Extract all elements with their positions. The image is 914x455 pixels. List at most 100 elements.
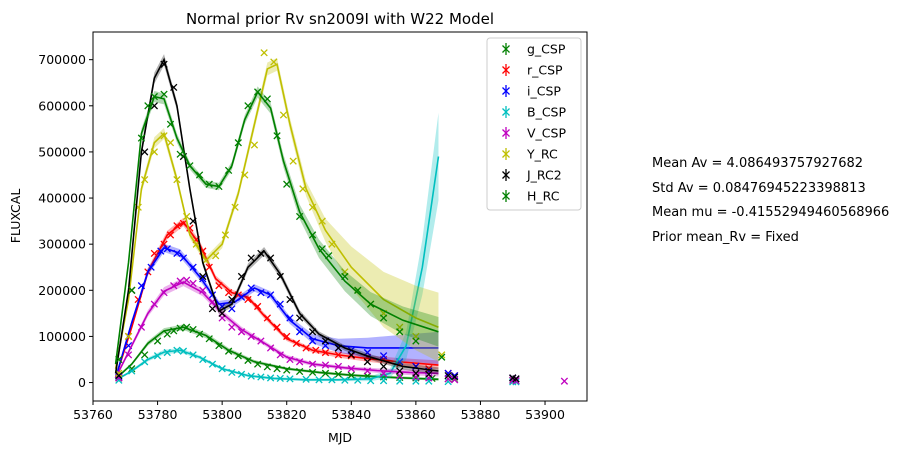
data-point [153, 352, 162, 360]
point-stroke [212, 252, 220, 260]
point-stroke [215, 182, 223, 191]
point-stroke [266, 344, 275, 352]
point-stroke [182, 212, 191, 221]
data-point [266, 254, 275, 262]
data-point [412, 369, 420, 377]
point-stroke [173, 346, 181, 354]
point-stroke [182, 276, 191, 284]
data-point [202, 256, 210, 264]
point-stroke [215, 282, 223, 290]
data-point [263, 363, 272, 371]
data-point [189, 279, 197, 288]
x-tick-label: 53880 [461, 407, 501, 422]
data-point [295, 314, 304, 322]
data-point [244, 295, 252, 304]
point-stroke [124, 351, 133, 359]
data-point [250, 141, 259, 149]
point-stroke [257, 288, 265, 297]
data-point [302, 375, 310, 383]
x-tick-label: 53760 [73, 407, 113, 422]
point-stroke [150, 102, 159, 110]
data-point [438, 351, 446, 359]
point-stroke [295, 328, 304, 336]
data-point [425, 365, 433, 373]
point-stroke [512, 375, 520, 383]
point-stroke [257, 373, 265, 381]
data-point [270, 58, 278, 66]
data-point [189, 263, 197, 271]
point-stroke [283, 366, 291, 374]
data-point [312, 346, 320, 354]
data-point [308, 368, 317, 377]
point-stroke [341, 376, 349, 384]
point-stroke [273, 323, 281, 331]
data-point [254, 88, 262, 96]
point-stroke [153, 337, 162, 345]
data-point [199, 272, 207, 281]
data-point [205, 263, 213, 271]
point-stroke [160, 240, 168, 248]
prior-text: Prior mean_Rv = Fixed [652, 229, 799, 245]
data-point [379, 314, 388, 322]
point-stroke [286, 375, 294, 383]
data-point [170, 282, 178, 290]
data-point [302, 344, 310, 352]
data-point [379, 352, 388, 360]
point-stroke [141, 148, 149, 156]
point-stroke [379, 377, 388, 385]
point-stroke [173, 175, 181, 184]
series-J_RC2 [114, 54, 520, 383]
data-point [292, 339, 301, 348]
point-stroke [299, 185, 307, 193]
data-point [254, 360, 262, 368]
point-stroke [295, 358, 304, 366]
data-point [276, 374, 284, 383]
point-stroke [176, 277, 184, 285]
point-stroke [334, 351, 343, 359]
point-stroke [157, 247, 165, 255]
data-point [234, 352, 242, 360]
point-stroke [438, 353, 446, 361]
data-point [444, 375, 452, 383]
point-stroke [308, 231, 317, 239]
point-stroke [341, 272, 349, 281]
data-point [334, 351, 343, 359]
point-stroke [312, 346, 320, 354]
data-point [128, 367, 136, 375]
data-point [341, 272, 349, 281]
point-stroke [182, 323, 191, 331]
point-stroke [444, 375, 452, 383]
data-point [176, 277, 184, 285]
point-stroke [292, 339, 301, 348]
point-stroke [266, 291, 275, 299]
point-stroke [205, 263, 213, 271]
point-stroke [163, 245, 171, 253]
uncertainty-band [115, 86, 439, 367]
y-tick-label: 400000 [38, 191, 86, 206]
point-stroke [234, 139, 242, 147]
point-stroke [247, 332, 255, 341]
point-stroke [302, 344, 310, 352]
point-stroke [266, 374, 275, 382]
data-point [325, 252, 333, 260]
data-point [179, 254, 188, 262]
point-stroke [263, 314, 272, 322]
point-stroke [224, 288, 233, 297]
data-point [289, 157, 297, 165]
point-stroke [289, 157, 297, 165]
point-stroke [444, 371, 452, 380]
point-stroke [379, 352, 388, 360]
data-point [160, 288, 168, 297]
data-point [176, 150, 184, 158]
y-tick-label: 100000 [38, 329, 86, 344]
data-point [208, 305, 217, 313]
legend-entry: V_CSP [502, 126, 566, 141]
point-stroke [396, 360, 404, 368]
data-point [450, 373, 459, 381]
data-point [218, 365, 226, 373]
point-stroke [179, 347, 188, 355]
data-point [328, 240, 336, 248]
point-stroke [208, 291, 217, 299]
data-point [189, 351, 197, 359]
point-stroke [257, 249, 265, 258]
